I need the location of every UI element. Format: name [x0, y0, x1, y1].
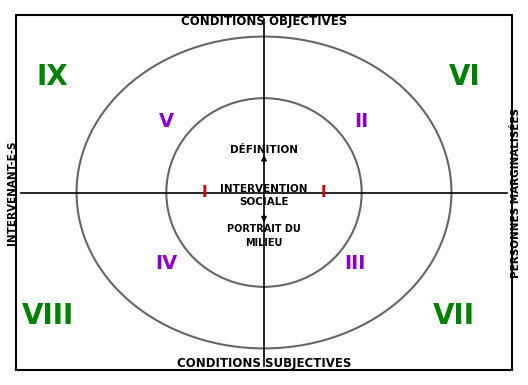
- Text: V: V: [159, 112, 174, 131]
- Text: I: I: [202, 185, 208, 200]
- Text: VIII: VIII: [22, 302, 73, 330]
- Text: PERSONNES MARGINALISÉES: PERSONNES MARGINALISÉES: [512, 107, 521, 278]
- Text: DÉFINITION: DÉFINITION: [230, 145, 298, 155]
- Text: IV: IV: [155, 254, 177, 273]
- Text: CONDITIONS OBJECTIVES: CONDITIONS OBJECTIVES: [181, 15, 347, 28]
- Text: VI: VI: [449, 63, 480, 91]
- Text: III: III: [344, 254, 365, 273]
- Text: IX: IX: [37, 63, 69, 91]
- Text: INTERVENTION: INTERVENTION: [220, 184, 308, 194]
- Text: I: I: [320, 185, 326, 200]
- Text: INTERVENANT-E-S: INTERVENANT-E-S: [7, 140, 16, 245]
- Text: SOCIALE: SOCIALE: [239, 197, 289, 207]
- Text: II: II: [355, 112, 369, 131]
- Text: PORTRAIT DU: PORTRAIT DU: [227, 224, 301, 234]
- Text: MILIEU: MILIEU: [246, 238, 282, 248]
- Text: CONDITIONS SUBJECTIVES: CONDITIONS SUBJECTIVES: [177, 357, 351, 370]
- Text: VII: VII: [433, 302, 475, 330]
